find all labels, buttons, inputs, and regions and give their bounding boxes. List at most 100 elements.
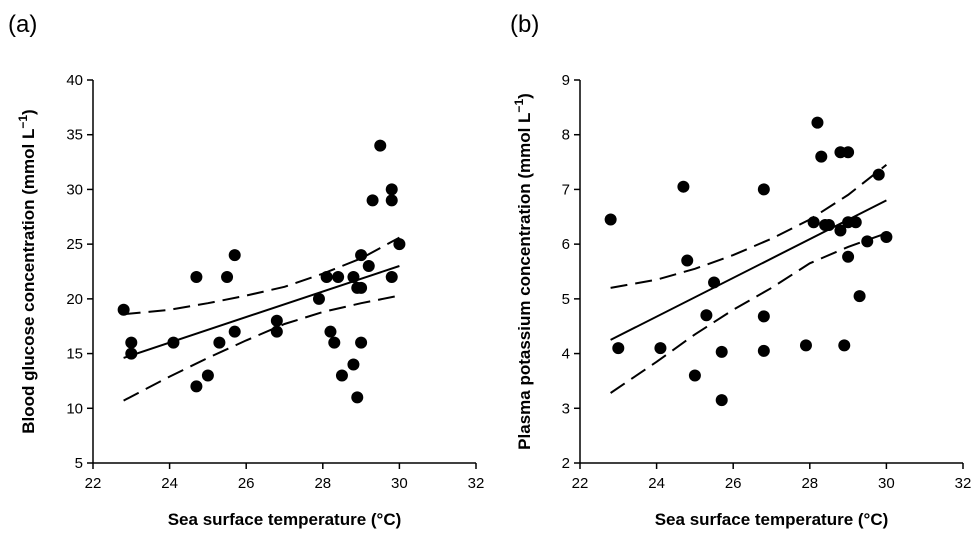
confidence-band-lower [610, 232, 887, 394]
data-point [757, 183, 770, 196]
y-tick-label: 10 [66, 400, 83, 417]
y-tick-label: 9 [562, 72, 570, 89]
data-point [374, 139, 387, 152]
x-tick-label: 32 [468, 475, 485, 492]
data-point [190, 380, 203, 393]
data-point [842, 146, 855, 159]
data-point [213, 336, 226, 349]
y-axis-title: Plasma potassium concentration (mmol L−1… [512, 93, 534, 450]
data-point [355, 281, 368, 294]
data-point [880, 231, 893, 244]
data-point [362, 260, 375, 273]
y-tick-label: 3 [562, 400, 570, 417]
chart-panel-b: (b) 22 24 26 28 30 32 2 3 4 5 6 7 8 9 Sea surface tempe… [510, 11, 971, 529]
y-tick-label: 2 [562, 455, 570, 472]
chart-panel-a: (a) 22 24 26 28 30 32 5 10 15 20 25 30 35 40 Sea surfac… [8, 11, 484, 529]
data-point [838, 339, 851, 352]
data-point [190, 270, 203, 283]
data-point [700, 309, 713, 322]
y-tick-label: 20 [66, 291, 83, 308]
data-point [324, 325, 337, 338]
data-point [270, 314, 283, 327]
confidence-band-lower [123, 294, 400, 402]
confidence-band-upper [123, 236, 400, 316]
data-point [807, 216, 820, 229]
data-point [393, 238, 406, 251]
y-tick-label: 8 [562, 127, 570, 144]
confidence-band-upper [610, 164, 888, 289]
y-axis-title-main: Plasma potassium concentration (mmol L [515, 113, 534, 450]
data-point [125, 336, 138, 349]
y-axis-title: Blood glucose concentration (mmol L−1) [16, 109, 38, 433]
data-point [347, 270, 360, 283]
data-point [757, 344, 770, 357]
y-axis-title-superscript: −1 [512, 99, 526, 113]
y-axis-title-suffix: ) [19, 109, 38, 115]
data-point [853, 290, 866, 303]
data-point [221, 270, 234, 283]
x-tick-label: 26 [725, 475, 742, 492]
data-point [799, 339, 812, 352]
data-point [815, 150, 828, 163]
data-point [351, 391, 364, 404]
y-tick-label: 5 [562, 291, 570, 308]
x-tick-label: 22 [572, 475, 589, 492]
data-point [167, 336, 180, 349]
data-point [328, 336, 341, 349]
data-point [366, 194, 379, 207]
data-point [715, 345, 728, 358]
y-tick-label: 15 [66, 346, 83, 363]
x-tick-label: 30 [391, 475, 408, 492]
data-point [385, 194, 398, 207]
panel-label: (b) [510, 11, 539, 38]
y-tick-label: 35 [66, 127, 83, 144]
y-tick-label: 30 [66, 181, 83, 198]
data-point [842, 250, 855, 263]
data-point [385, 270, 398, 283]
data-point [861, 235, 874, 248]
data-point [347, 358, 360, 371]
y-tick-label: 7 [562, 181, 570, 198]
y-tick-label: 40 [66, 72, 83, 89]
data-point [201, 369, 214, 382]
y-tick-label: 4 [562, 346, 570, 363]
data-point [355, 249, 368, 262]
x-tick-label: 28 [314, 475, 331, 492]
x-tick-label: 32 [955, 475, 972, 492]
data-point [312, 292, 325, 305]
data-point [708, 276, 721, 289]
data-point [125, 347, 138, 360]
data-point [834, 224, 847, 237]
data-point [654, 342, 667, 355]
data-point [811, 116, 824, 129]
regression-line [610, 199, 887, 341]
data-point [335, 369, 348, 382]
y-axis-title-superscript: −1 [16, 115, 30, 129]
data-point [677, 180, 690, 193]
x-tick-label: 24 [161, 475, 178, 492]
data-point [681, 254, 694, 267]
data-point [320, 270, 333, 283]
x-axis-title: Sea surface temperature (°C) [168, 510, 402, 529]
y-tick-label: 5 [75, 455, 83, 472]
x-tick-label: 28 [801, 475, 818, 492]
x-axis-title: Sea surface temperature (°C) [655, 510, 889, 529]
data-point [270, 325, 283, 338]
data-point [822, 218, 835, 231]
data-point [228, 325, 241, 338]
data-point [849, 216, 862, 229]
x-tick-label: 22 [85, 475, 102, 492]
data-point [872, 168, 885, 181]
data-point [688, 369, 701, 382]
data-point [228, 249, 241, 262]
data-point [332, 270, 345, 283]
data-point [385, 183, 398, 196]
data-point [355, 336, 368, 349]
x-tick-label: 30 [878, 475, 895, 492]
data-point [117, 303, 130, 316]
y-tick-label: 6 [562, 236, 570, 253]
x-tick-label: 24 [648, 475, 665, 492]
data-point [612, 342, 625, 355]
x-tick-label: 26 [238, 475, 255, 492]
